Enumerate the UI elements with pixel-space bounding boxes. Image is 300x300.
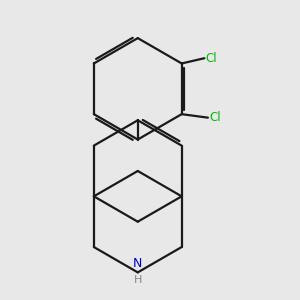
- Text: H: H: [134, 275, 142, 285]
- Text: Cl: Cl: [209, 111, 221, 124]
- Text: Cl: Cl: [206, 52, 218, 65]
- Text: N: N: [133, 256, 142, 270]
